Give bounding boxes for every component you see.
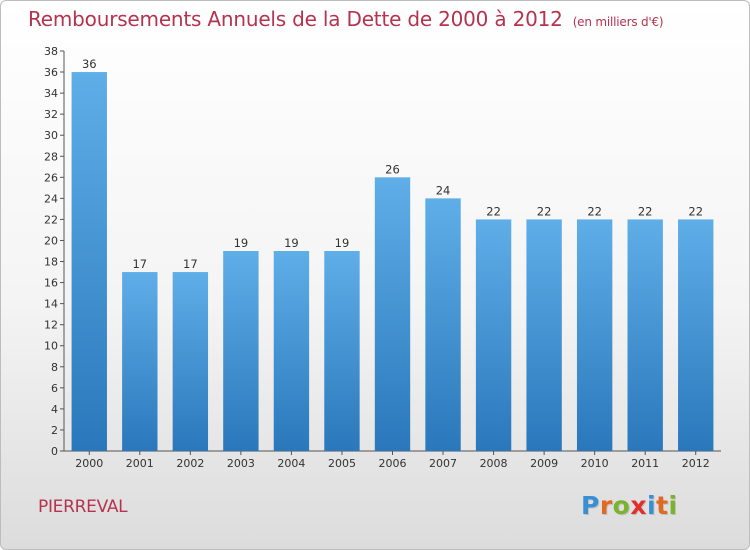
data-label: 36	[82, 57, 97, 71]
logo-letter: i	[668, 491, 678, 520]
x-tick-label: 2011	[631, 457, 659, 470]
data-label: 26	[385, 162, 400, 176]
bar	[475, 219, 512, 451]
data-label: 17	[183, 257, 198, 271]
bar	[576, 219, 613, 451]
y-tick-label: 8	[51, 361, 58, 374]
chart-labels: 2000 36 2001 17 2002 17 2003 19 2004 19 2005 19 2006…	[75, 57, 709, 470]
chart-bars	[71, 72, 714, 451]
bar	[122, 272, 158, 451]
x-tick-label: 2008	[480, 457, 508, 470]
y-tick-label: 26	[44, 171, 58, 184]
y-tick-label: 38	[44, 45, 58, 58]
x-tick-label: 2001	[126, 457, 154, 470]
chart-subtitle: (en milliers d'€)	[572, 15, 664, 29]
x-tick-label: 2004	[277, 457, 305, 470]
y-tick-label: 30	[44, 129, 58, 142]
data-label: 24	[436, 183, 451, 197]
data-label: 22	[688, 204, 703, 218]
data-label: 19	[234, 236, 249, 250]
bar	[425, 198, 461, 451]
commune-name: PIERREVAL	[38, 497, 128, 517]
proxiti-logo[interactable]: Proxiti	[581, 491, 678, 520]
y-tick-label: 16	[44, 277, 58, 290]
data-label: 22	[587, 204, 602, 218]
logo-letter: P	[581, 491, 600, 520]
bar	[172, 272, 209, 451]
y-tick-label: 12	[44, 319, 58, 332]
logo-letter: x	[630, 491, 647, 520]
chart-title: Remboursements Annuels de la Dette de 20…	[28, 7, 664, 31]
x-tick-label: 2003	[227, 457, 255, 470]
bar	[526, 219, 562, 451]
bar	[324, 251, 360, 451]
y-tick-label: 18	[44, 256, 58, 269]
y-tick-label: 24	[44, 192, 58, 205]
data-label: 22	[638, 204, 653, 218]
bar	[678, 219, 714, 451]
bar	[223, 251, 259, 451]
y-tick-label: 14	[44, 298, 58, 311]
data-label: 19	[335, 236, 350, 250]
x-tick-label: 2007	[429, 457, 457, 470]
logo-letter: o	[612, 491, 631, 520]
y-tick-label: 32	[44, 108, 58, 121]
logo-letter: r	[599, 491, 613, 520]
bar	[273, 251, 310, 451]
y-tick-label: 34	[44, 87, 58, 100]
data-label: 22	[486, 204, 501, 218]
y-tick-label: 6	[51, 382, 58, 395]
logo-letter: t	[656, 491, 669, 520]
y-tick-label: 2	[51, 424, 58, 437]
y-tick-label: 28	[44, 150, 58, 163]
y-tick-label: 10	[44, 340, 58, 353]
bar	[374, 177, 411, 451]
y-tick-label: 0	[51, 445, 58, 458]
x-tick-label: 2000	[75, 457, 103, 470]
data-label: 17	[132, 257, 147, 271]
data-label: 19	[284, 236, 299, 250]
bar	[71, 72, 107, 451]
data-label: 22	[537, 204, 552, 218]
x-tick-label: 2002	[176, 457, 204, 470]
x-tick-label: 2012	[682, 457, 710, 470]
x-tick-label: 2006	[379, 457, 407, 470]
y-tick-label: 36	[44, 66, 58, 79]
y-tick-label: 20	[44, 234, 58, 247]
logo-letter: i	[647, 491, 657, 520]
y-tick-label: 4	[51, 403, 58, 416]
x-tick-label: 2010	[581, 457, 609, 470]
y-tick-label: 22	[44, 213, 58, 226]
x-tick-label: 2005	[328, 457, 356, 470]
x-tick-label: 2009	[530, 457, 558, 470]
bar	[627, 219, 663, 451]
